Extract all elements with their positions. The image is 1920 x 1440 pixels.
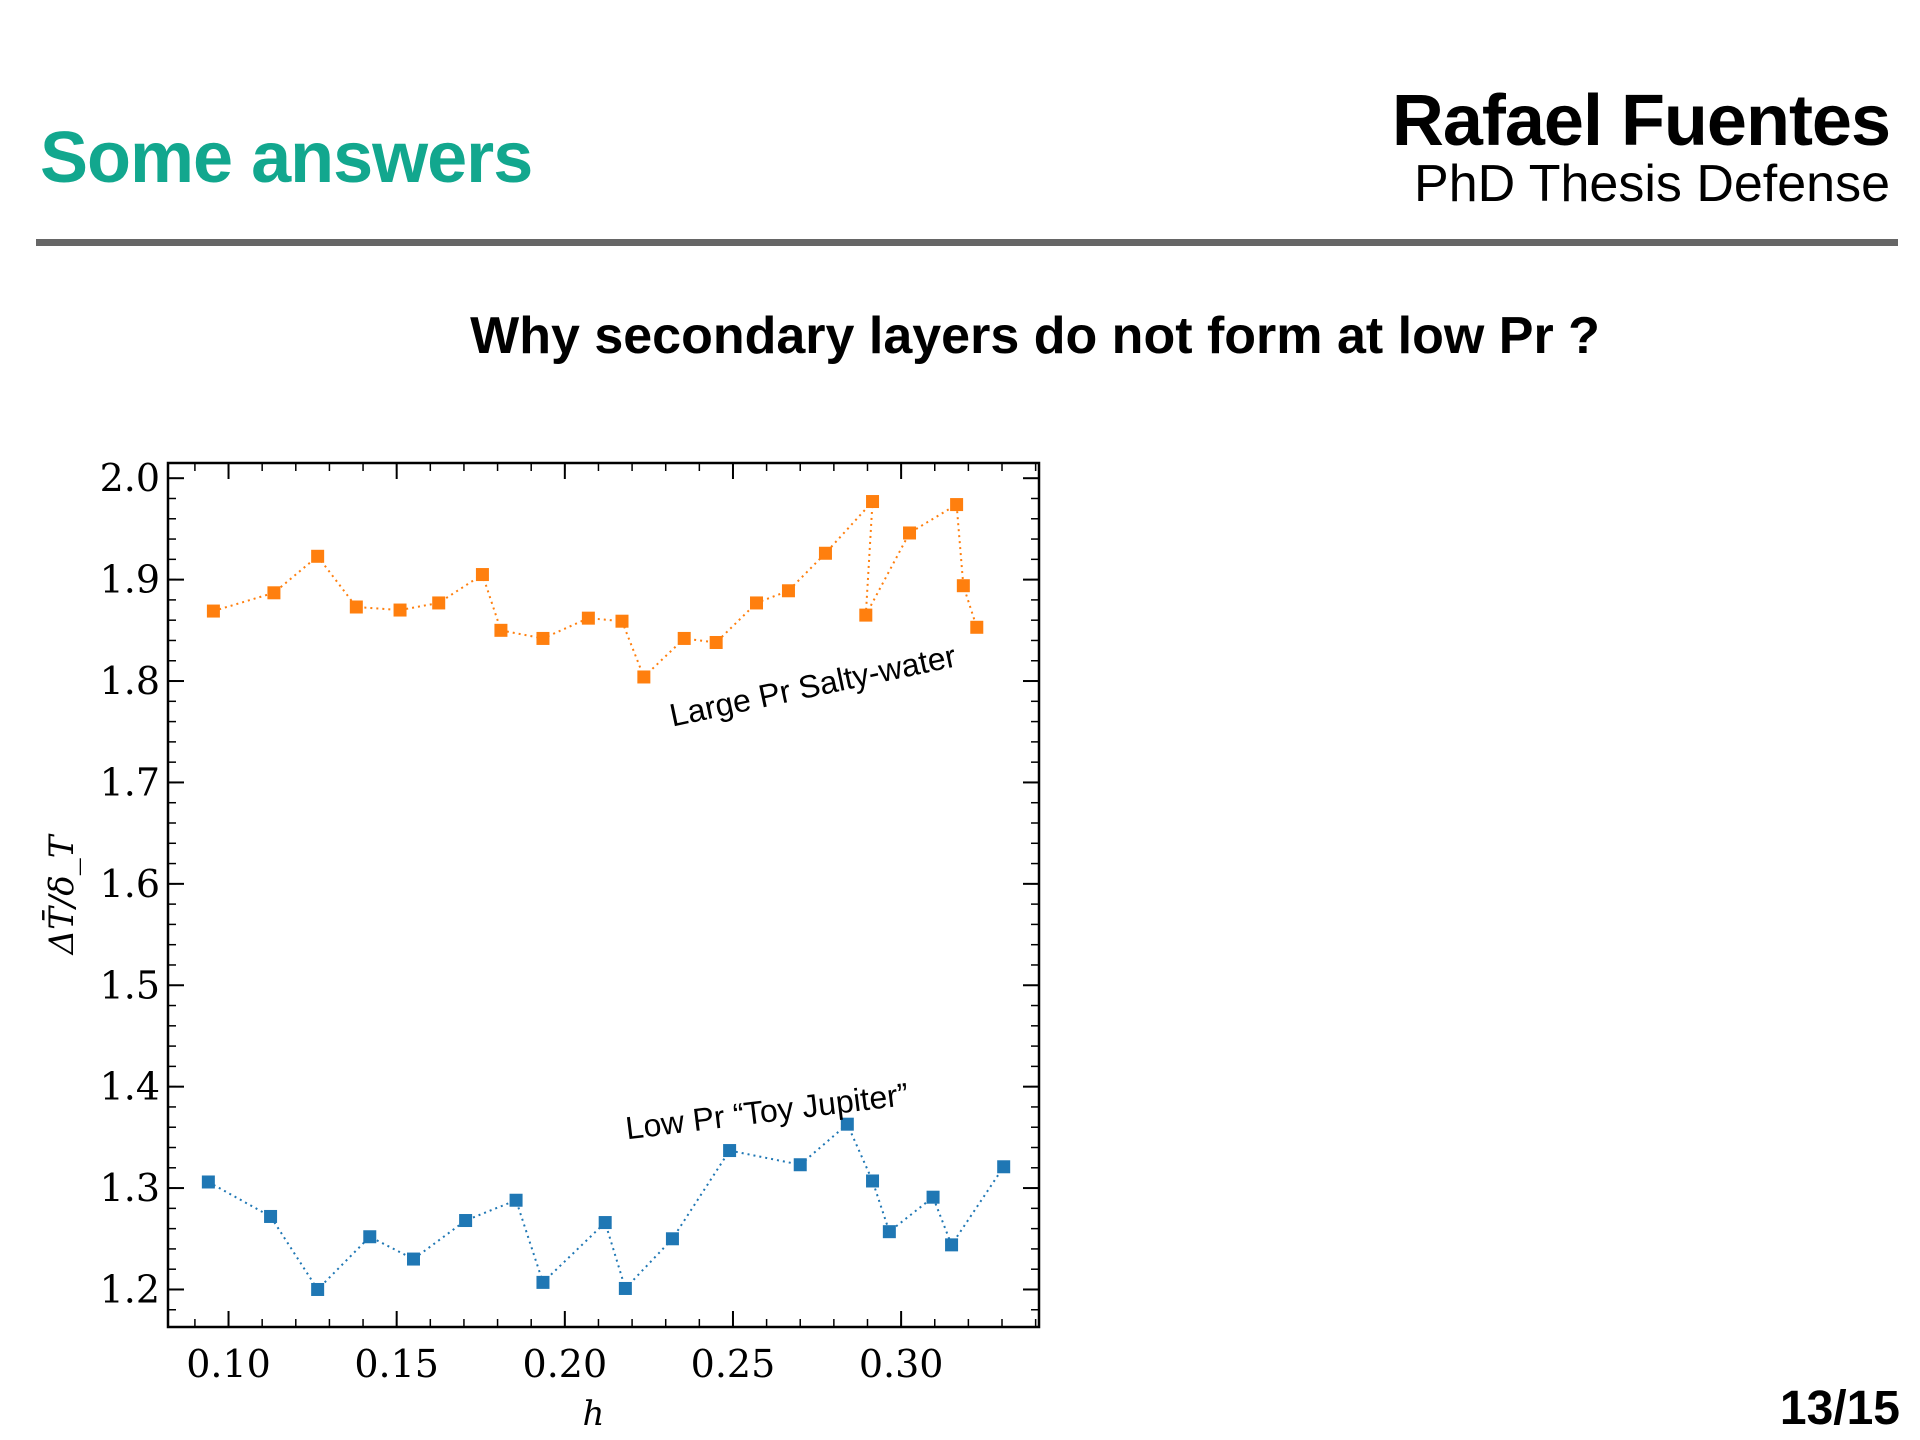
presentation-subtitle: PhD Thesis Defense (1414, 155, 1890, 213)
data-point-series-1 (536, 1275, 550, 1289)
data-point-series-1 (866, 1174, 880, 1188)
slide-title: Some answers (40, 118, 533, 198)
data-point-series-0 (206, 604, 220, 618)
data-point-series-1 (997, 1160, 1011, 1174)
data-point-series-0 (956, 579, 970, 593)
data-point-series-0 (615, 614, 629, 628)
data-point-series-1 (598, 1216, 612, 1230)
x-tick-label: 0.10 (186, 1342, 271, 1386)
x-tick-label: 0.30 (859, 1342, 944, 1386)
data-point-series-0 (970, 620, 984, 634)
data-point-series-0 (903, 526, 917, 540)
slide-question: Why secondary layers do not form at low … (470, 307, 1600, 365)
y-tick-label: 1.4 (100, 1065, 160, 1109)
data-point-series-0 (536, 631, 550, 645)
data-point-series-0 (581, 611, 595, 625)
data-point-series-0 (349, 600, 363, 614)
data-point-series-0 (494, 623, 508, 637)
y-tick-label: 1.8 (100, 659, 160, 703)
author-block: Rafael Fuentes PhD Thesis Defense (1391, 81, 1891, 213)
data-point-series-0 (637, 670, 651, 684)
x-axis-label: h (583, 1394, 605, 1434)
data-point-series-0 (866, 495, 880, 509)
data-point-series-0 (393, 603, 407, 617)
data-point-series-0 (475, 568, 489, 582)
data-point-series-0 (311, 549, 325, 563)
y-tick-label: 1.9 (100, 558, 160, 602)
y-tick-label: 1.3 (100, 1166, 160, 1210)
series-line-0 (213, 498, 978, 679)
data-point-series-1 (201, 1175, 215, 1189)
y-axis-label: ΔT̄/δ_T (41, 833, 82, 956)
x-tick-label: 0.20 (523, 1342, 608, 1386)
y-tick-label: 1.7 (100, 760, 160, 804)
author-name: Rafael Fuentes (1391, 81, 1891, 161)
data-point-series-1 (459, 1214, 473, 1228)
series-annotation: Large Pr Salty-water (666, 638, 959, 734)
y-tick-label: 1.5 (100, 963, 160, 1007)
data-point-series-0 (950, 498, 964, 512)
page-number: 13/15 (1779, 1382, 1900, 1435)
data-point-series-1 (406, 1252, 420, 1266)
data-point-series-0 (709, 635, 723, 649)
data-point-series-1 (723, 1144, 737, 1158)
data-point-series-0 (267, 586, 281, 600)
y-tick-label: 2.0 (100, 456, 160, 500)
data-point-series-1 (264, 1209, 278, 1223)
data-point-series-0 (432, 596, 446, 610)
data-point-series-1 (311, 1282, 325, 1296)
data-point-series-1 (793, 1158, 807, 1172)
data-point-series-0 (677, 631, 691, 645)
data-point-series-1 (363, 1230, 377, 1244)
series-line-1 (207, 1122, 1005, 1292)
data-point-series-0 (859, 608, 873, 622)
data-point-series-1 (926, 1190, 940, 1204)
data-point-series-1 (665, 1232, 679, 1246)
x-tick-label: 0.15 (354, 1342, 439, 1386)
data-point-series-0 (818, 546, 832, 560)
series-annotation: Low Pr “Toy Jupiter” (624, 1076, 911, 1146)
header-divider (36, 239, 1898, 246)
data-point-series-1 (509, 1193, 523, 1207)
x-tick-label: 0.25 (691, 1342, 776, 1386)
plot-frame (166, 461, 1041, 1329)
y-tick-label: 1.6 (100, 862, 160, 906)
y-tick-label: 1.2 (100, 1267, 160, 1311)
data-point-series-1 (840, 1117, 854, 1131)
data-point-series-0 (750, 596, 764, 610)
data-point-series-1 (945, 1238, 959, 1252)
data-point-series-1 (882, 1225, 896, 1239)
data-point-series-0 (781, 584, 795, 598)
data-point-series-1 (618, 1281, 632, 1295)
